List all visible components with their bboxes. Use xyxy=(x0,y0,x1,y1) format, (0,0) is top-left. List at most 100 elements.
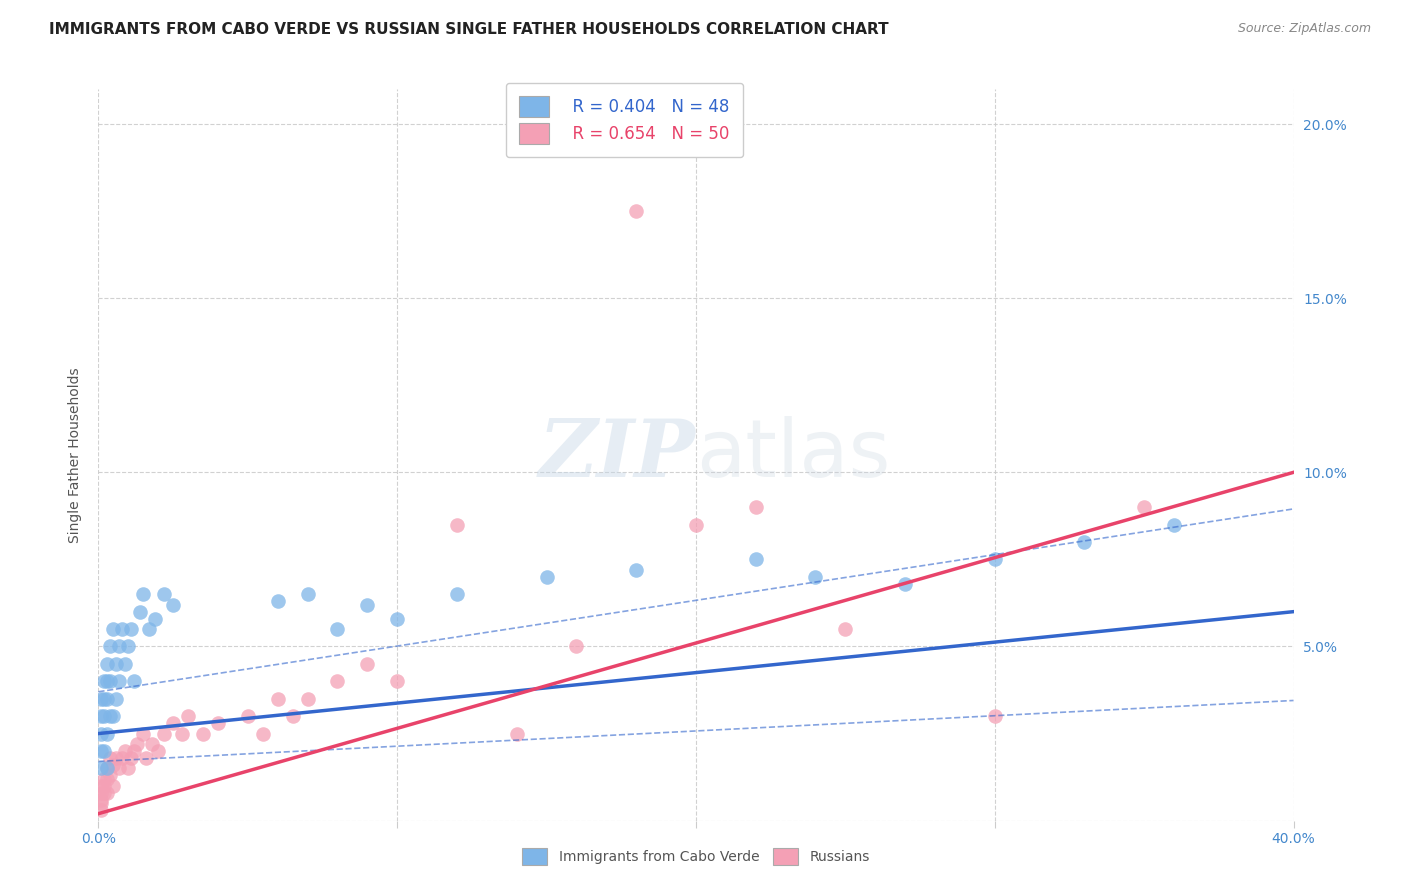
Point xyxy=(297,691,319,706)
Point xyxy=(326,674,349,689)
Point xyxy=(114,744,136,758)
Point xyxy=(153,587,176,601)
Point xyxy=(984,552,1007,566)
Point xyxy=(984,709,1007,723)
Point xyxy=(93,674,115,689)
Point xyxy=(93,772,115,786)
Point xyxy=(98,674,122,689)
Point xyxy=(98,640,122,654)
Point xyxy=(141,737,163,751)
Point xyxy=(132,587,155,601)
Point xyxy=(148,744,170,758)
Point xyxy=(96,761,118,775)
Point xyxy=(162,716,184,731)
Point xyxy=(96,726,118,740)
Point xyxy=(326,622,349,636)
Point xyxy=(138,622,160,636)
Point xyxy=(177,709,200,723)
Point xyxy=(565,640,588,654)
Point xyxy=(93,691,115,706)
Point xyxy=(894,576,917,591)
Point xyxy=(108,640,131,654)
Point xyxy=(96,657,118,671)
Point xyxy=(114,657,136,671)
Point xyxy=(356,598,378,612)
Point xyxy=(96,772,118,786)
Point xyxy=(745,500,768,515)
Point xyxy=(124,674,146,689)
Point xyxy=(98,768,122,782)
Point xyxy=(90,726,112,740)
Point xyxy=(120,751,142,765)
Point xyxy=(506,726,529,740)
Point xyxy=(96,691,118,706)
Point xyxy=(117,640,139,654)
Point xyxy=(252,726,274,740)
Point xyxy=(1073,535,1095,549)
Point xyxy=(153,726,176,740)
Point xyxy=(236,709,259,723)
Point xyxy=(96,786,118,800)
Point xyxy=(93,786,115,800)
Point xyxy=(626,563,648,577)
Point xyxy=(446,517,468,532)
Point xyxy=(172,726,194,740)
Point xyxy=(90,793,112,807)
Point xyxy=(385,674,409,689)
Point xyxy=(1163,517,1185,532)
Point xyxy=(90,796,112,810)
Point xyxy=(111,622,134,636)
Point xyxy=(105,657,128,671)
Point xyxy=(267,594,290,608)
Point xyxy=(98,709,122,723)
Point xyxy=(1133,500,1156,515)
Point xyxy=(103,779,125,793)
Point xyxy=(108,674,131,689)
Point xyxy=(297,587,319,601)
Point xyxy=(93,709,115,723)
Point xyxy=(103,622,125,636)
Point xyxy=(267,691,290,706)
Point xyxy=(103,758,125,772)
Point xyxy=(105,751,128,765)
Point xyxy=(356,657,378,671)
Text: ZIP: ZIP xyxy=(538,417,696,493)
Point xyxy=(90,744,112,758)
Point xyxy=(96,761,118,775)
Point xyxy=(143,612,166,626)
Text: IMMIGRANTS FROM CABO VERDE VS RUSSIAN SINGLE FATHER HOUSEHOLDS CORRELATION CHART: IMMIGRANTS FROM CABO VERDE VS RUSSIAN SI… xyxy=(49,22,889,37)
Point xyxy=(96,674,118,689)
Point xyxy=(105,691,128,706)
Point xyxy=(90,786,112,800)
Point xyxy=(127,737,149,751)
Point xyxy=(90,709,112,723)
Point xyxy=(124,744,146,758)
Point xyxy=(132,726,155,740)
Point xyxy=(385,612,409,626)
Point xyxy=(135,751,157,765)
Y-axis label: Single Father Households: Single Father Households xyxy=(69,368,83,542)
Point xyxy=(685,517,707,532)
Point xyxy=(98,751,122,765)
Point xyxy=(108,761,131,775)
Text: atlas: atlas xyxy=(696,416,890,494)
Point xyxy=(804,570,827,584)
Legend: Immigrants from Cabo Verde, Russians: Immigrants from Cabo Verde, Russians xyxy=(516,841,876,872)
Point xyxy=(446,587,468,601)
Point xyxy=(93,779,115,793)
Point xyxy=(117,761,139,775)
Point xyxy=(834,622,856,636)
Point xyxy=(207,716,229,731)
Point xyxy=(191,726,214,740)
Point xyxy=(90,779,112,793)
Point xyxy=(162,598,184,612)
Text: Source: ZipAtlas.com: Source: ZipAtlas.com xyxy=(1237,22,1371,36)
Point xyxy=(90,691,112,706)
Point xyxy=(90,761,112,775)
Point xyxy=(90,803,112,817)
Point xyxy=(536,570,558,584)
Point xyxy=(93,744,115,758)
Point xyxy=(129,605,152,619)
Point xyxy=(281,709,304,723)
Point xyxy=(626,204,648,219)
